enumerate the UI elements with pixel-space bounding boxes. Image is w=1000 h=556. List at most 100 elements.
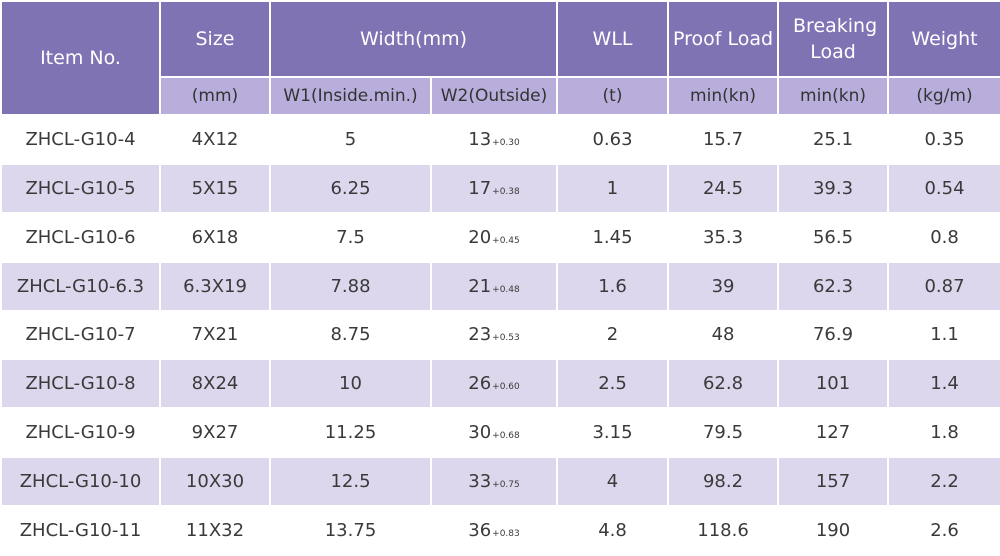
cell-breaking-load: 39.3: [777, 162, 890, 214]
cell-weight: 0.87: [887, 260, 1000, 312]
w2-value: 23: [468, 324, 492, 346]
cell-proof-load: 39: [667, 260, 780, 312]
cell-weight: 1.1: [887, 309, 1000, 361]
unit-row: (mm) W1(Inside.min.) W2(Outside) (t) min…: [1, 76, 1000, 116]
cell-proof-load: 35.3: [667, 211, 780, 263]
cell-weight: 2.6: [887, 505, 1000, 556]
cell-w2: 13+0.30: [429, 114, 559, 165]
w2-value: 33: [468, 471, 492, 493]
w2-value: 36: [468, 520, 492, 541]
cell-proof-load: 79.5: [667, 407, 780, 459]
cell-item: ZHCL-G10-11: [0, 505, 161, 556]
w2-tolerance: +0.75: [492, 480, 520, 491]
cell-wll: 3.15: [556, 407, 670, 459]
cell-item: ZHCL-G10-4: [0, 114, 161, 165]
cell-size: 8X24: [159, 358, 271, 410]
w2-value: 20: [468, 226, 492, 248]
table-row: ZHCL-G10-6 6X18 7.5 20+0.45 1.45 35.3 56…: [0, 211, 1000, 263]
cell-weight: 1.4: [887, 358, 1000, 410]
cell-wll: 1: [556, 162, 670, 214]
w2-tolerance: +0.38: [492, 186, 520, 197]
cell-proof-load: 118.6: [667, 505, 780, 556]
cell-item: ZHCL-G10-6.3: [0, 260, 161, 312]
unit-breaking-load: min(kn): [777, 76, 890, 116]
cell-wll: 1.45: [556, 211, 670, 263]
cell-wll: 4.8: [556, 505, 670, 556]
cell-w2: 33+0.75: [429, 456, 559, 507]
cell-size: 7X21: [159, 309, 271, 361]
cell-proof-load: 98.2: [667, 456, 780, 507]
cell-size: 9X27: [159, 407, 271, 459]
cell-wll: 2.5: [556, 358, 670, 410]
w2-tolerance: +0.83: [492, 529, 520, 539]
cell-w1: 11.25: [269, 407, 432, 459]
header-proof-load: Proof Load: [667, 0, 780, 78]
table-row: ZHCL-G10-7 7X21 8.75 23+0.53 2 48 76.9 1…: [0, 309, 1000, 361]
cell-item: ZHCL-G10-10: [0, 456, 161, 507]
cell-item: ZHCL-G10-8: [0, 358, 161, 410]
w2-value: 26: [468, 373, 492, 395]
cell-item: ZHCL-G10-9: [0, 407, 161, 459]
unit-weight: (kg/m): [887, 76, 1000, 116]
w2-value: 13: [468, 128, 492, 150]
cell-size: 5X15: [159, 162, 271, 214]
cell-size: 11X32: [159, 505, 271, 556]
w2-tolerance: +0.53: [492, 333, 520, 344]
cell-breaking-load: 25.1: [777, 114, 890, 165]
unit-w1: W1(Inside.min.): [269, 76, 432, 116]
cell-w1: 13.75: [269, 505, 432, 556]
cell-w2: 21+0.48: [429, 260, 559, 312]
cell-proof-load: 62.8: [667, 358, 780, 410]
table-row: ZHCL-G10-5 5X15 6.25 17+0.38 1 24.5 39.3…: [0, 162, 1000, 214]
cell-w1: 8.75: [269, 309, 432, 361]
cell-proof-load: 48: [667, 309, 780, 361]
w2-tolerance: +0.68: [492, 431, 520, 442]
unit-proof-load: min(kn): [667, 76, 780, 116]
cell-breaking-load: 62.3: [777, 260, 890, 312]
cell-breaking-load: 127: [777, 407, 890, 459]
cell-w1: 10: [269, 358, 432, 410]
cell-w2: 36+0.83: [429, 505, 559, 556]
cell-item: ZHCL-G10-6: [0, 211, 161, 263]
table-row: ZHCL-G10-9 9X27 11.25 30+0.68 3.15 79.5 …: [0, 407, 1000, 459]
cell-w2: 23+0.53: [429, 309, 559, 361]
unit-wll: (t): [556, 76, 670, 116]
cell-item: ZHCL-G10-7: [0, 309, 161, 361]
header-breaking-load: Breaking Load: [777, 0, 890, 78]
cell-size: 4X12: [159, 114, 271, 165]
cell-w1: 12.5: [269, 456, 432, 507]
header-width: Width(mm): [268, 0, 559, 78]
cell-item: ZHCL-G10-5: [0, 162, 161, 214]
cell-w1: 7.88: [269, 260, 432, 312]
table-row: ZHCL-G10-10 10X30 12.5 33+0.75 4 98.2 15…: [0, 456, 1000, 507]
w2-tolerance: +0.48: [492, 284, 520, 295]
cell-breaking-load: 190: [777, 505, 890, 556]
cell-breaking-load: 56.5: [777, 211, 890, 263]
header-wll: WLL: [556, 0, 670, 78]
w2-tolerance: +0.30: [492, 137, 520, 148]
table-row: ZHCL-G10-11 11X32 13.75 36+0.83 4.8 118.…: [0, 505, 1000, 556]
cell-breaking-load: 157: [777, 456, 890, 507]
cell-w2: 17+0.38: [429, 162, 559, 214]
cell-size: 10X30: [159, 456, 271, 507]
cell-weight: 0.35: [887, 114, 1000, 165]
cell-w1: 6.25: [269, 162, 432, 214]
cell-size: 6X18: [159, 211, 271, 263]
cell-w2: 30+0.68: [429, 407, 559, 459]
w2-value: 21: [468, 275, 492, 297]
cell-proof-load: 15.7: [667, 114, 780, 165]
header-weight: Weight: [887, 0, 1000, 78]
table-row: ZHCL-G10-4 4X12 5 13+0.30 0.63 15.7 25.1…: [0, 114, 1000, 165]
cell-wll: 4: [556, 456, 670, 507]
cell-size: 6.3X19: [159, 260, 271, 312]
table-row: ZHCL-G10-8 8X24 10 26+0.60 2.5 62.8 101 …: [0, 358, 1000, 410]
cell-wll: 0.63: [556, 114, 670, 165]
header-size: Size: [159, 0, 271, 78]
w2-value: 30: [468, 422, 492, 444]
header-item-no: Item No.: [0, 0, 161, 116]
cell-breaking-load: 76.9: [777, 309, 890, 361]
table-row: ZHCL-G10-6.3 6.3X19 7.88 21+0.48 1.6 39 …: [0, 260, 1000, 312]
cell-w1: 5: [269, 114, 432, 165]
cell-weight: 0.8: [887, 211, 1000, 263]
